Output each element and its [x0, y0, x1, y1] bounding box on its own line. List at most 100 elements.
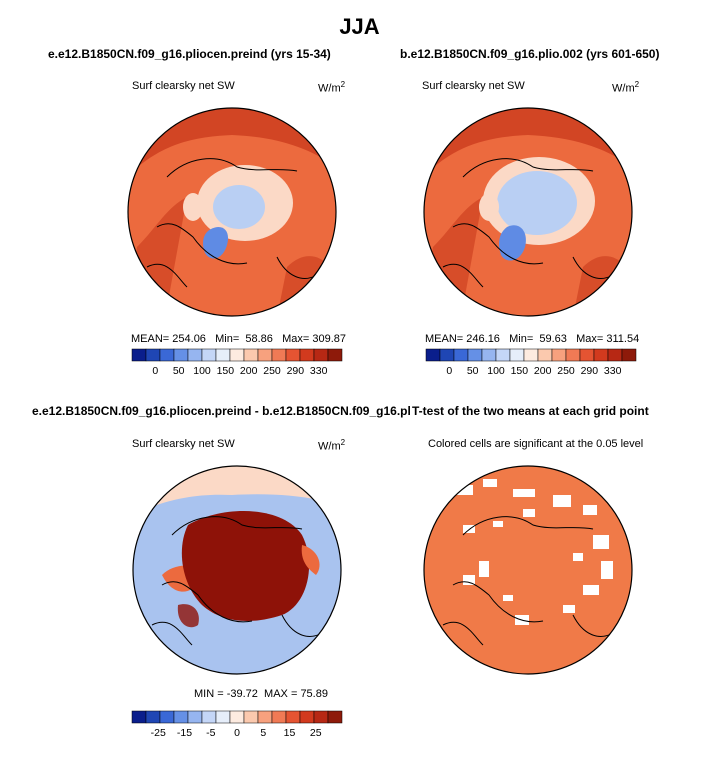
panel2-greenland [499, 225, 526, 261]
panel2-colorbar-swatch [481, 348, 497, 362]
panel3-central-positive-anomaly [181, 511, 310, 621]
panel1-colorbar: 0 50 100 150 200 250 290 330 [131, 348, 343, 377]
panel2-colorbar-swatch [439, 348, 455, 362]
panel3-variable-label: Surf clearsky net SW [132, 438, 235, 450]
panel3-colorbar-swatch [187, 710, 203, 724]
panel3-units: W/m2 [318, 438, 346, 453]
panel3-south-anomaly [177, 604, 199, 628]
panel1-central-ice [213, 185, 265, 229]
panel4-significance-field [424, 466, 632, 674]
panel2-colorbar: 0 50 100 150 200 250 290 330 [425, 348, 637, 377]
panel2-archipelago [479, 193, 499, 221]
panel1-colorbar-swatch [145, 348, 161, 362]
panel3-colorbar-swatch [271, 710, 287, 724]
panel1-colorbar-swatch [257, 348, 273, 362]
panel1-colorbar-swatch [313, 348, 329, 362]
panel2-colorbar-swatch [509, 348, 525, 362]
panel3-colorbar-swatch [327, 710, 343, 724]
main-title: JJA [339, 14, 380, 39]
panel2-case-title: b.e12.B1850CN.f09_g16.plio.002 (yrs 601-… [400, 47, 660, 61]
panel1-colorbar-swatch [299, 348, 315, 362]
panel2-colorbar-swatch [453, 348, 469, 362]
panel3-colorbar-swatch [229, 710, 245, 724]
panel4-case-title: T-test of the two means at each grid poi… [412, 404, 649, 418]
panel2-colorbar-tick-label: 100 [487, 365, 505, 377]
panel3-colorbar-tick-label: -25 [151, 727, 166, 739]
panel1-colorbar-tick-label: 330 [310, 365, 328, 377]
panel3-stats: MIN = -39.72 MAX = 75.89 [194, 688, 328, 700]
panel2-colorbar-swatch [425, 348, 441, 362]
panel2-colorbar-swatch [607, 348, 623, 362]
panel3-polar-map [132, 465, 342, 675]
panel2-colorbar-swatch [495, 348, 511, 362]
panel1-colorbar-swatch [285, 348, 301, 362]
panel1-colorbar-tick-label: 150 [217, 365, 235, 377]
panel1-colorbar-swatch [173, 348, 189, 362]
panel3-case-title: e.e12.B1850CN.f09_g16.pliocen.preind - b… [32, 404, 410, 418]
panel2-colorbar-tick-label: 290 [581, 365, 599, 377]
panel2-units: W/m2 [612, 80, 640, 95]
panel1-colorbar-tick-label: 50 [173, 365, 185, 377]
panel1-colorbar-swatch [229, 348, 245, 362]
panel3-colorbar-swatch [313, 710, 329, 724]
panel2-colorbar-swatch [537, 348, 553, 362]
panel2-continent-band [424, 108, 632, 177]
panel3-colorbar-swatch [285, 710, 301, 724]
panel2-stats: MEAN= 246.16 Min= 59.63 Max= 311.54 [425, 333, 640, 345]
panel3-colorbar-tick-label: 25 [310, 727, 322, 739]
panel1-colorbar-swatch [187, 348, 203, 362]
panel1-colorbar-tick-label: 290 [287, 365, 305, 377]
panel3-colorbar-swatch [257, 710, 273, 724]
panel2-colorbar-swatch [593, 348, 609, 362]
panel2-colorbar-swatch [565, 348, 581, 362]
panel3-colorbar-swatch [201, 710, 217, 724]
panel1-colorbar-swatch [271, 348, 287, 362]
panel3-colorbar-swatch [299, 710, 315, 724]
panel3-colorbar-swatch [159, 710, 175, 724]
panel2-polar-map [423, 107, 633, 317]
panel2-colorbar-swatch [621, 348, 637, 362]
panel2-colorbar-tick-label: 50 [467, 365, 479, 377]
panel4-subtitle: Colored cells are significant at the 0.0… [428, 438, 644, 450]
panel1-colorbar-tick-label: 0 [152, 365, 158, 377]
panel1-colorbar-swatch [327, 348, 343, 362]
panel1-colorbar-tick-label: 250 [263, 365, 281, 377]
panel2-variable-label: Surf clearsky net SW [422, 80, 525, 92]
panel1-colorbar-swatch [201, 348, 217, 362]
panel1-colorbar-swatch [131, 348, 147, 362]
panel2-colorbar-tick-label: 330 [604, 365, 622, 377]
panel2-central-ice [497, 171, 577, 235]
panel2-colorbar-swatch [467, 348, 483, 362]
panel3-colorbar-swatch [145, 710, 161, 724]
panel1-continent-band [128, 108, 336, 177]
panel2-colorbar-tick-label: 150 [511, 365, 529, 377]
panel3-colorbar-swatch [243, 710, 259, 724]
panel2-colorbar-swatch [551, 348, 567, 362]
panel1-polar-map [127, 107, 337, 317]
panel2-colorbar-tick-label: 250 [557, 365, 575, 377]
panel1-archipelago [183, 193, 203, 221]
panel1-variable-label: Surf clearsky net SW [132, 80, 235, 92]
panel3-colorbar-swatch [215, 710, 231, 724]
panel3-colorbar-tick-label: -5 [206, 727, 215, 739]
panel3-colorbar: -25 -15 -5 0 5 15 25 [131, 710, 343, 739]
panel3-colorbar-tick-label: 15 [284, 727, 296, 739]
panel4-polar-map [423, 465, 633, 675]
panel3-colorbar-swatch [173, 710, 189, 724]
panel1-colorbar-tick-label: 100 [193, 365, 211, 377]
panel1-stats: MEAN= 254.06 Min= 58.86 Max= 309.87 [131, 333, 347, 345]
panel2-colorbar-tick-label: 0 [446, 365, 452, 377]
panel3-colorbar-tick-label: -15 [177, 727, 192, 739]
panel1-units: W/m2 [318, 80, 346, 95]
panel1-colorbar-swatch [243, 348, 259, 362]
panel1-colorbar-tick-label: 200 [240, 365, 258, 377]
panel3-colorbar-tick-label: 0 [234, 727, 240, 739]
panel1-case-title: e.e12.B1850CN.f09_g16.pliocen.preind (yr… [48, 47, 331, 61]
panel2-colorbar-swatch [523, 348, 539, 362]
panel1-colorbar-swatch [159, 348, 175, 362]
panel3-east-anomaly [301, 545, 320, 575]
panel1-colorbar-swatch [215, 348, 231, 362]
panel1-greenland [203, 226, 229, 259]
panel3-colorbar-tick-label: 5 [260, 727, 266, 739]
panel2-colorbar-swatch [579, 348, 595, 362]
